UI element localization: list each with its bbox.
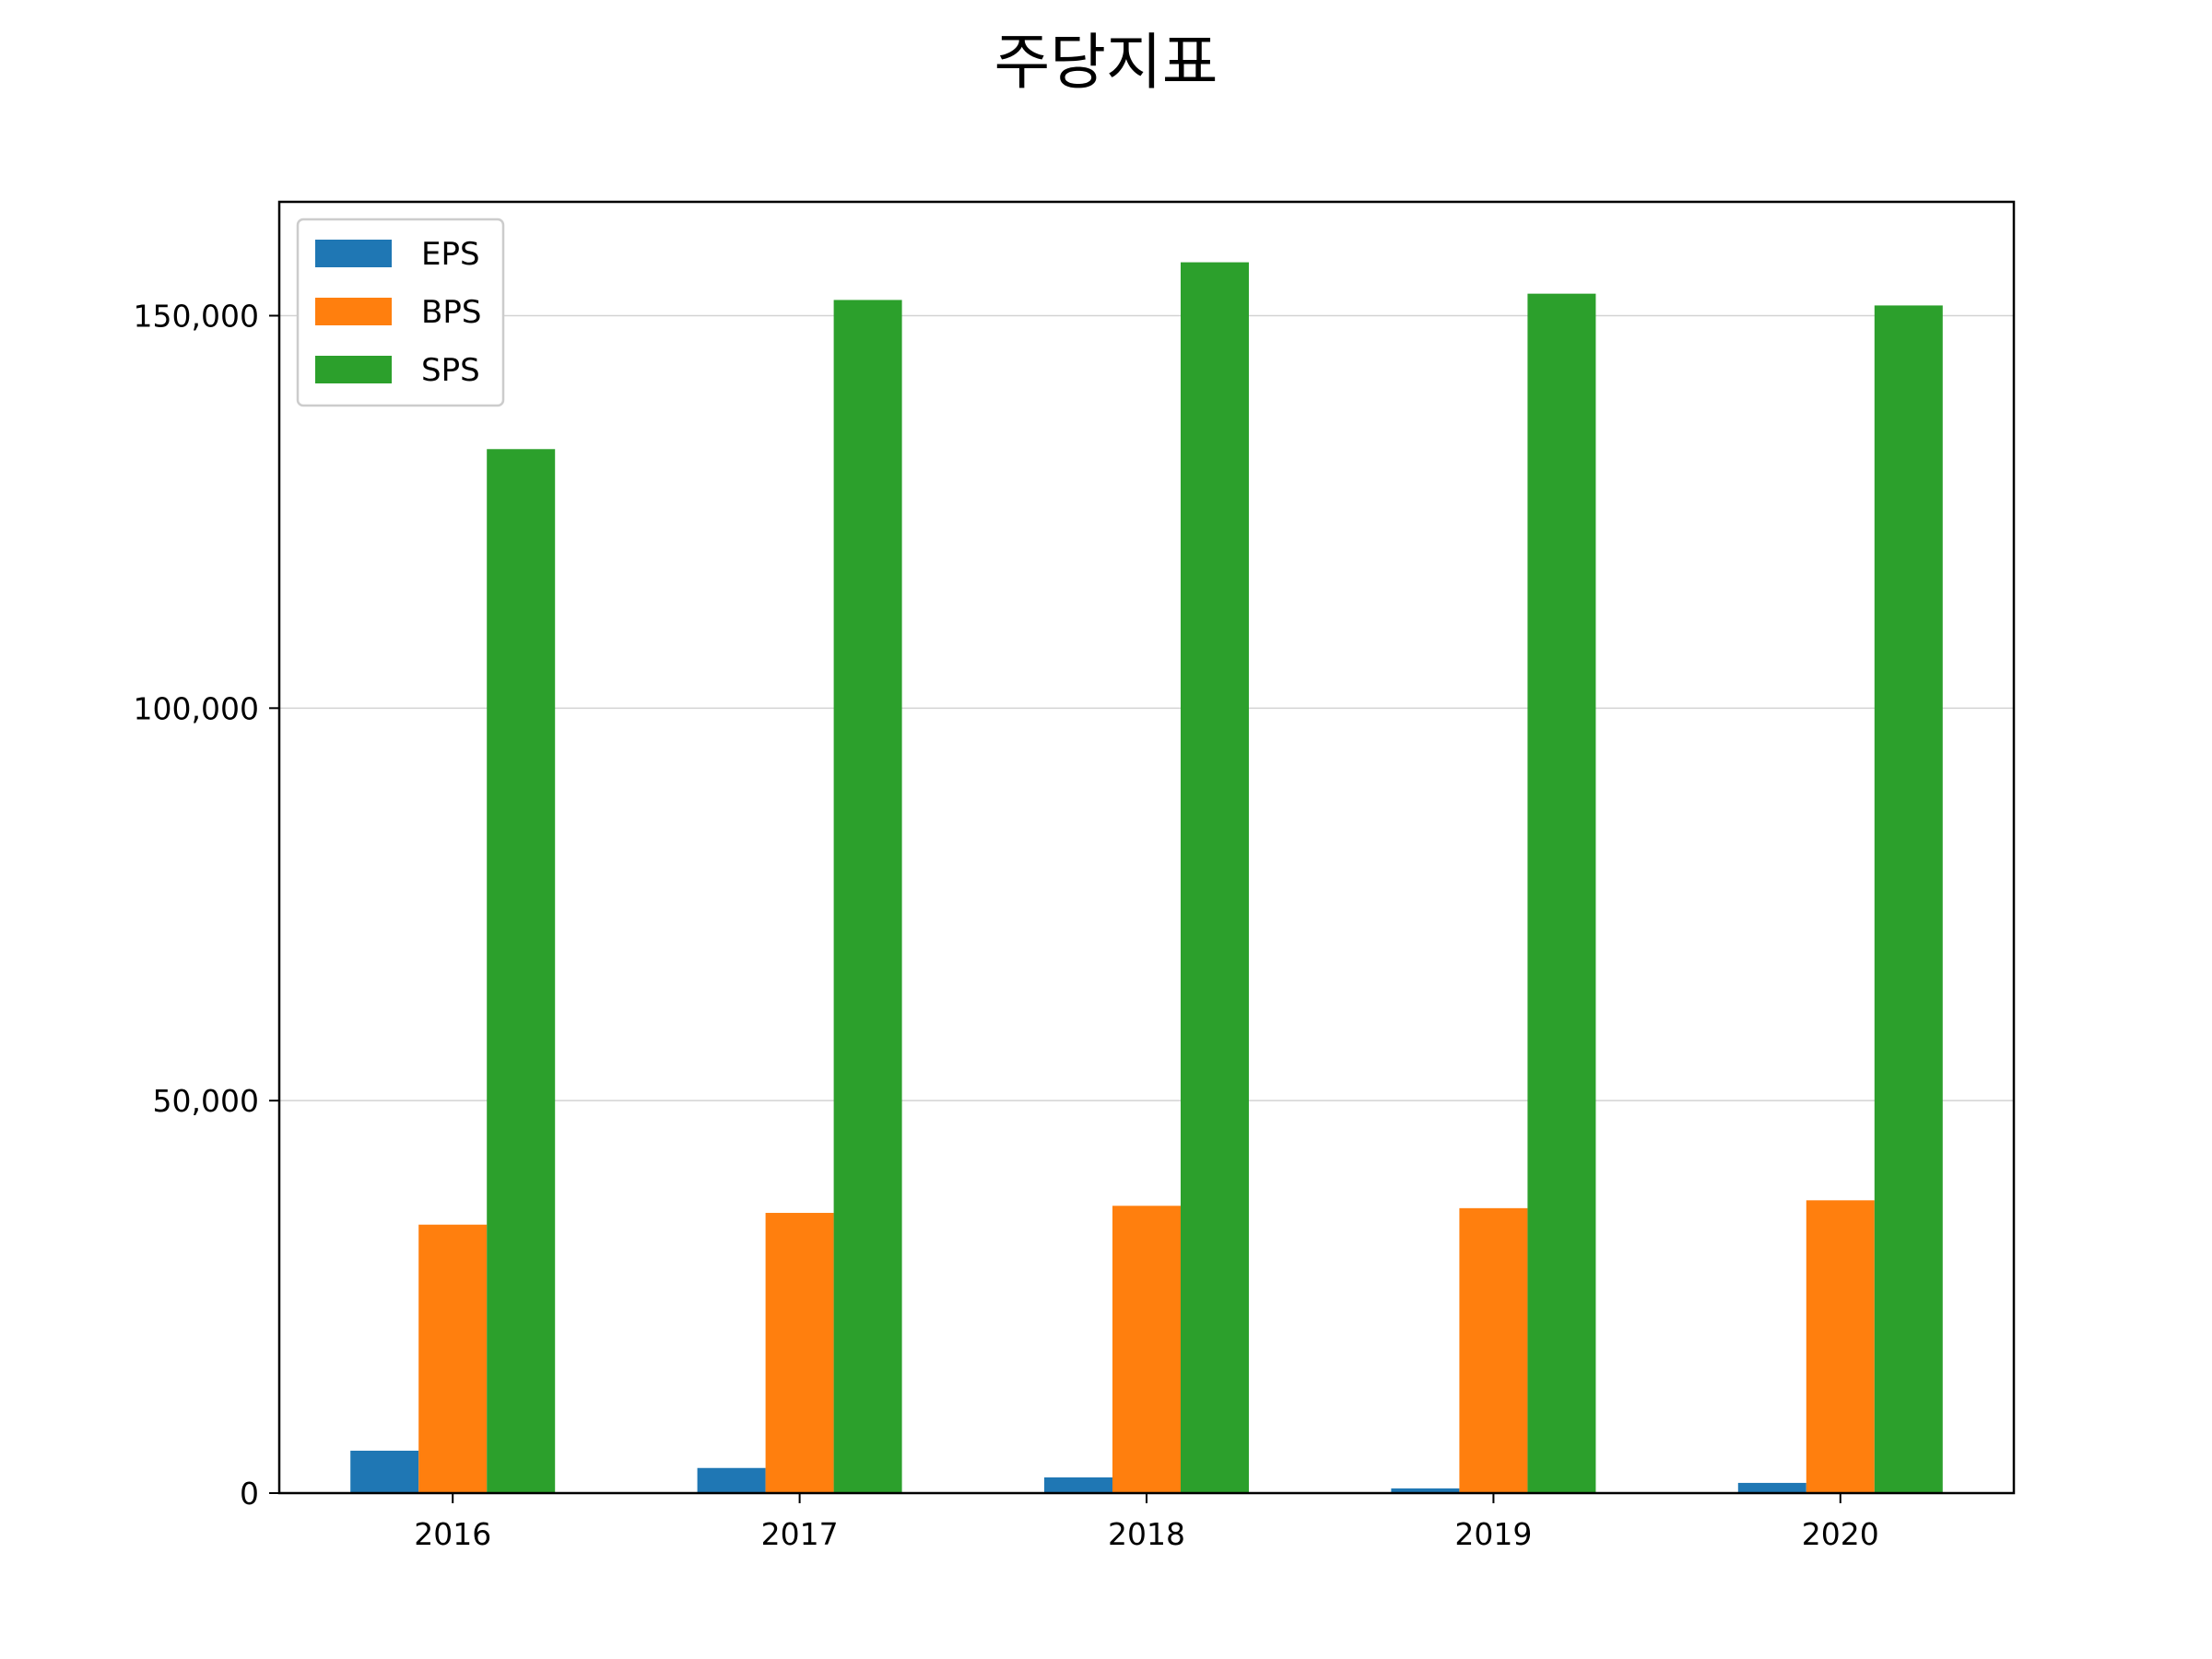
- y-tick-label: 150,000: [134, 298, 259, 334]
- y-tick-label: 50,000: [153, 1083, 259, 1119]
- x-tick-label: 2019: [1454, 1516, 1532, 1552]
- bar-bps-2020: [1806, 1200, 1875, 1493]
- x-tick-label: 2016: [414, 1516, 491, 1552]
- x-tick-label: 2020: [1802, 1516, 1879, 1552]
- bar-bps-2019: [1459, 1207, 1528, 1493]
- y-tick-label: 0: [240, 1476, 259, 1512]
- bar-sps-2020: [1874, 305, 1943, 1493]
- bar-eps-2017: [697, 1467, 766, 1493]
- y-tick-label: 100,000: [134, 690, 259, 726]
- legend-swatch-sps: [315, 356, 392, 383]
- x-tick-label: 2017: [761, 1516, 839, 1552]
- chart-title: 주당지표: [994, 27, 1218, 98]
- bar-sps-2019: [1527, 293, 1596, 1493]
- x-tick-label: 2018: [1108, 1516, 1185, 1552]
- grid-layer: [279, 314, 2014, 1101]
- legend-label-eps: EPS: [421, 236, 480, 273]
- bar-bps-2016: [418, 1224, 488, 1493]
- legend-label-sps: SPS: [421, 352, 480, 389]
- bar-eps-2020: [1737, 1482, 1806, 1493]
- bar-eps-2019: [1391, 1488, 1460, 1493]
- bar-sps-2017: [833, 300, 902, 1493]
- x-axis: 2016 2017 2018 2019 2020: [414, 1493, 1879, 1552]
- bar-sps-2018: [1181, 262, 1249, 1493]
- legend-swatch-eps: [315, 240, 392, 267]
- bar-eps-2018: [1044, 1477, 1112, 1493]
- bar-sps-2016: [487, 449, 556, 1493]
- bar-bps-2018: [1112, 1206, 1181, 1493]
- bar-eps-2016: [350, 1451, 419, 1493]
- legend: EPS BPS SPS: [296, 218, 505, 407]
- legend-label-bps: BPS: [421, 294, 481, 331]
- bars-layer: [350, 262, 1943, 1493]
- legend-swatch-bps: [315, 298, 392, 325]
- bar-bps-2017: [765, 1212, 834, 1493]
- y-axis: 0 50,000 100,000 150,000: [134, 298, 279, 1512]
